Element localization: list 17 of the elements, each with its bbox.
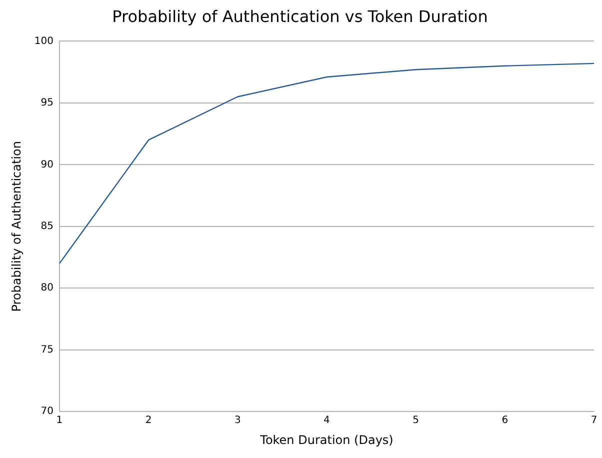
y-tick-label: 95 <box>40 98 54 109</box>
y-tick-label: 90 <box>40 159 54 170</box>
x-axis-title: Token Duration (Days) <box>259 432 394 447</box>
x-tick-label: 6 <box>502 415 508 426</box>
x-tick-label: 3 <box>234 415 241 426</box>
y-axis-title: Probability of Authentication <box>9 141 24 312</box>
x-tick-label: 4 <box>324 415 330 426</box>
y-tick-label: 70 <box>40 406 54 418</box>
x-tick-label: 7 <box>590 415 598 426</box>
y-tick-label: 80 <box>40 282 54 294</box>
x-tick-label: 5 <box>412 415 420 426</box>
x-tick-label: 2 <box>145 415 152 426</box>
chart-title: Probability of Authentication vs Token Duration <box>112 6 488 26</box>
x-tick-label: 1 <box>56 415 63 426</box>
y-tick-label: 85 <box>40 220 54 232</box>
y-tick-label: 75 <box>40 344 54 356</box>
y-tick-label: 100 <box>34 36 54 47</box>
